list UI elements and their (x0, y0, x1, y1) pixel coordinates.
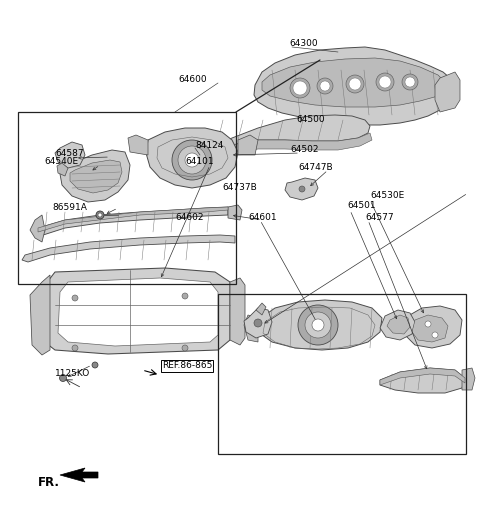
Polygon shape (38, 207, 228, 232)
Text: 64587: 64587 (55, 149, 84, 157)
Text: 64601: 64601 (248, 213, 276, 223)
Text: REF.86-865: REF.86-865 (162, 361, 212, 371)
Polygon shape (128, 135, 148, 155)
Polygon shape (230, 278, 245, 345)
Polygon shape (70, 160, 122, 193)
Polygon shape (435, 72, 460, 112)
Polygon shape (60, 150, 130, 202)
Circle shape (317, 78, 333, 94)
Polygon shape (228, 205, 242, 220)
Circle shape (98, 213, 102, 217)
Text: 64747B: 64747B (298, 163, 333, 173)
Polygon shape (22, 235, 235, 262)
Circle shape (405, 77, 415, 87)
Text: 1125KO: 1125KO (55, 369, 90, 377)
Circle shape (305, 312, 331, 338)
Text: 64530E: 64530E (370, 192, 404, 200)
Text: 64500: 64500 (296, 115, 324, 123)
Text: FR.: FR. (38, 476, 60, 489)
Text: 64600: 64600 (178, 76, 206, 84)
Circle shape (349, 78, 361, 90)
Polygon shape (380, 368, 465, 393)
Polygon shape (254, 47, 455, 125)
Polygon shape (244, 315, 258, 342)
Circle shape (432, 332, 438, 338)
Circle shape (72, 295, 78, 301)
Circle shape (379, 76, 391, 88)
Circle shape (60, 375, 67, 381)
Circle shape (96, 211, 104, 219)
Circle shape (293, 81, 307, 95)
Polygon shape (58, 278, 218, 346)
Text: 64577: 64577 (365, 213, 394, 223)
Polygon shape (210, 133, 372, 158)
Bar (18, 112, 236, 284)
Polygon shape (238, 135, 258, 155)
Polygon shape (412, 315, 448, 342)
Polygon shape (208, 115, 370, 155)
Circle shape (290, 78, 310, 98)
Circle shape (178, 146, 206, 174)
Circle shape (185, 153, 199, 167)
Circle shape (312, 319, 324, 331)
Circle shape (299, 186, 305, 192)
Text: 84124: 84124 (195, 140, 223, 150)
Polygon shape (60, 468, 98, 482)
Text: 86591A: 86591A (52, 203, 87, 211)
Circle shape (298, 305, 338, 345)
Circle shape (92, 362, 98, 368)
Polygon shape (55, 142, 85, 168)
Polygon shape (57, 163, 68, 176)
Polygon shape (146, 128, 238, 188)
Polygon shape (285, 178, 318, 200)
Text: 64300: 64300 (289, 39, 318, 47)
Polygon shape (262, 58, 445, 107)
Polygon shape (42, 268, 230, 354)
Polygon shape (462, 368, 475, 390)
Text: 64602: 64602 (175, 212, 204, 222)
Text: 64737B: 64737B (222, 183, 257, 193)
Circle shape (182, 345, 188, 351)
Circle shape (402, 74, 418, 90)
Polygon shape (258, 300, 382, 350)
Circle shape (425, 321, 431, 327)
Circle shape (254, 319, 262, 327)
Polygon shape (387, 315, 410, 334)
Polygon shape (35, 207, 228, 236)
Text: 64502: 64502 (290, 145, 319, 155)
Polygon shape (244, 308, 272, 338)
Circle shape (376, 73, 394, 91)
Polygon shape (380, 368, 465, 385)
Circle shape (72, 345, 78, 351)
Circle shape (346, 75, 364, 93)
Text: 64501: 64501 (347, 201, 376, 211)
Polygon shape (30, 275, 50, 355)
Bar (218, 294, 466, 454)
Polygon shape (30, 215, 45, 242)
Circle shape (182, 293, 188, 299)
Polygon shape (256, 303, 266, 315)
Circle shape (320, 81, 330, 91)
Polygon shape (406, 306, 462, 348)
Text: 64540E: 64540E (44, 157, 78, 167)
Circle shape (172, 140, 212, 180)
Text: 64101: 64101 (185, 157, 214, 167)
Polygon shape (380, 310, 415, 340)
